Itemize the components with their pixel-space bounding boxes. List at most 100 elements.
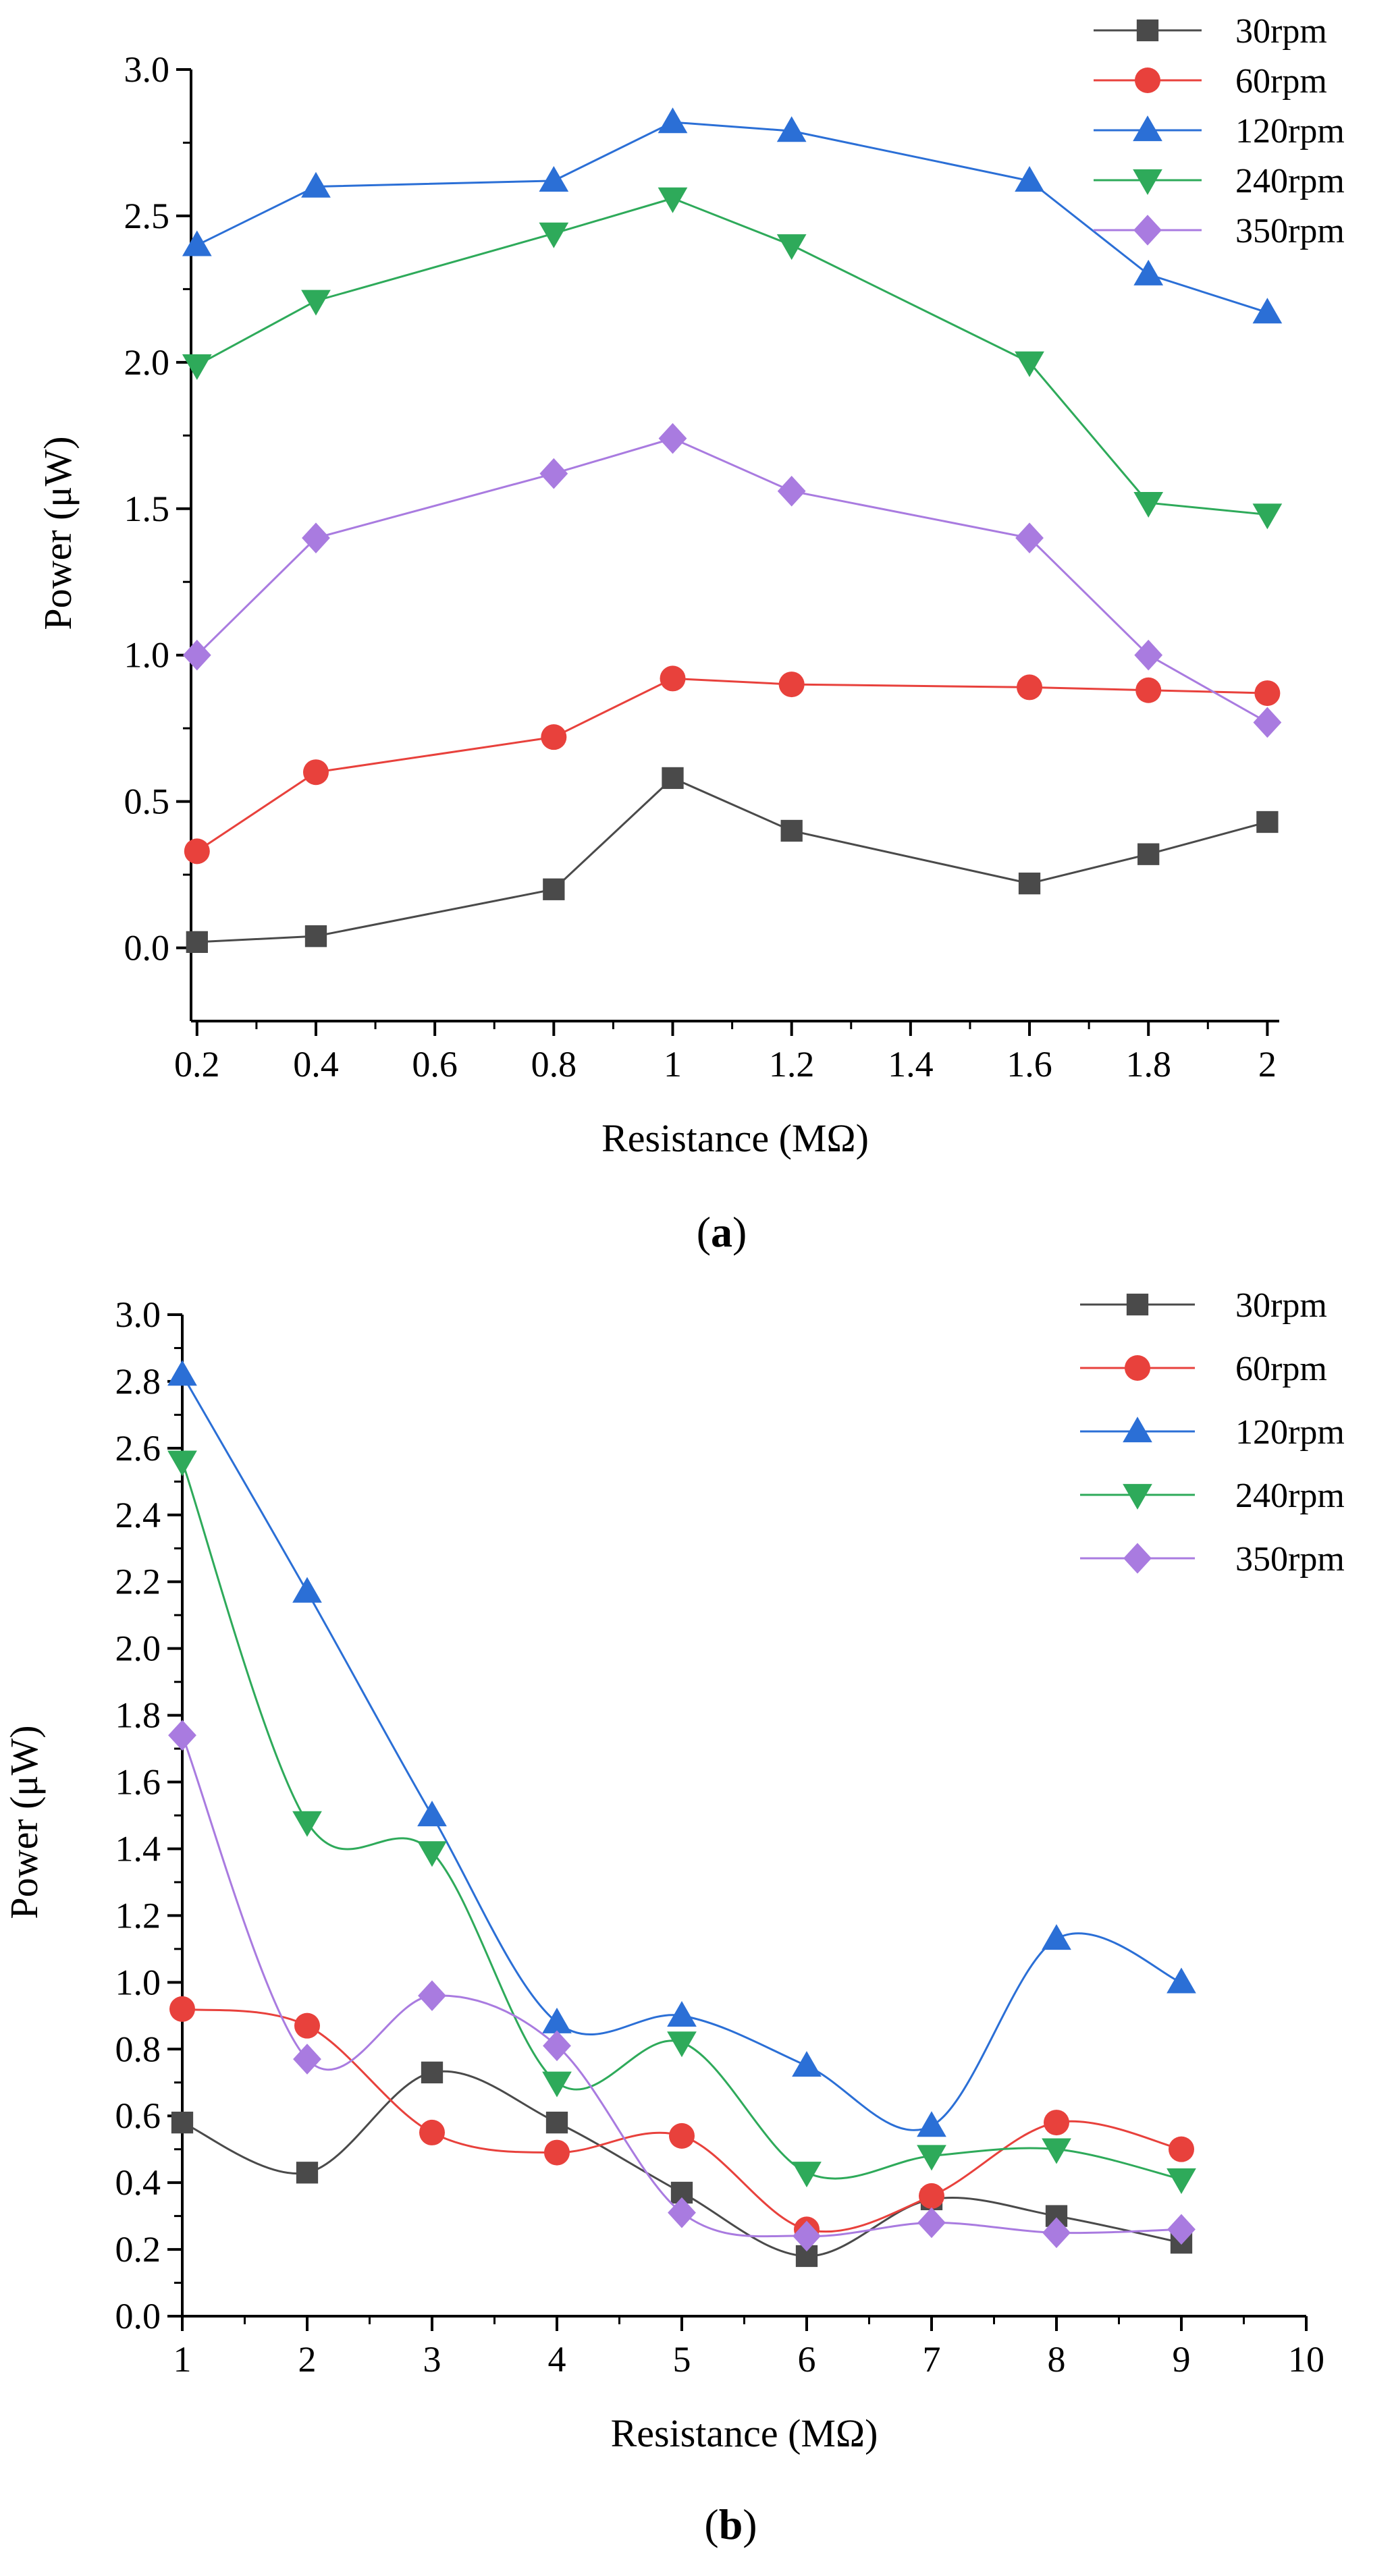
- legend-marker: [1125, 1355, 1150, 1381]
- x-axis-label: Resistance (MΩ): [611, 2411, 878, 2455]
- data-point: [541, 724, 567, 750]
- x-tick-label: 1: [173, 2339, 192, 2380]
- data-point: [302, 522, 330, 553]
- series-line: [196, 197, 1268, 516]
- series-30rpm: [171, 2061, 1193, 2268]
- series-line: [196, 777, 1268, 943]
- legend-marker: [1126, 1293, 1149, 1316]
- data-point: [169, 1996, 195, 2022]
- data-point: [1018, 872, 1041, 895]
- data-point: [1015, 166, 1044, 192]
- data-point: [1254, 680, 1281, 707]
- data-point: [776, 116, 807, 142]
- data-point: [167, 1450, 197, 1477]
- y-tick-label: 0.0: [115, 2296, 161, 2336]
- data-point: [301, 171, 331, 198]
- legend-marker: [1123, 1483, 1152, 1510]
- series-line: [196, 121, 1268, 314]
- x-tick-label: 1.8: [1125, 1044, 1171, 1085]
- series-120rpm: [167, 1360, 1196, 2137]
- x-tick-label: 0.8: [531, 1044, 577, 1085]
- y-tick-label: 2.2: [115, 1562, 161, 1602]
- y-tick-label: 1.8: [115, 1695, 161, 1736]
- y-tick-label: 1.5: [124, 489, 170, 529]
- data-point: [658, 422, 687, 454]
- y-tick-label: 0.8: [115, 2029, 161, 2069]
- y-tick-label: 2.0: [124, 342, 170, 383]
- series-240rpm: [182, 187, 1283, 530]
- x-tick-label: 2: [298, 2339, 317, 2380]
- data-point: [1133, 491, 1164, 518]
- data-point: [293, 2044, 321, 2075]
- data-point: [1134, 639, 1163, 671]
- x-tick-label: 0.2: [174, 1044, 220, 1085]
- data-point: [1042, 1924, 1071, 1950]
- data-point: [662, 767, 684, 790]
- x-tick-label: 6: [798, 2339, 816, 2380]
- data-point: [1015, 351, 1044, 377]
- data-point: [539, 166, 569, 192]
- legend-marker: [1123, 1417, 1152, 1443]
- legend-label: 240rpm: [1235, 1477, 1345, 1515]
- legend: 30rpm 60rpm 120rpm 240rpm 350rpm: [1080, 1286, 1345, 1579]
- y-tick-label: 0.0: [124, 928, 170, 968]
- legend-marker: [1133, 169, 1162, 195]
- series-line: [182, 2070, 1182, 2257]
- y-axis-label: Power (μW): [2, 1725, 46, 1919]
- data-point: [1017, 674, 1043, 701]
- series-350rpm: [168, 1720, 1196, 2252]
- legend-label: 60rpm: [1235, 1350, 1327, 1388]
- data-point: [793, 2220, 821, 2252]
- data-point: [1169, 2136, 1194, 2162]
- y-tick-label: 3.0: [115, 1294, 161, 1335]
- legend-label: 240rpm: [1235, 162, 1345, 200]
- legend-marker: [1123, 1543, 1152, 1574]
- data-point: [182, 230, 212, 256]
- data-point: [417, 1801, 447, 1827]
- data-point: [292, 1577, 322, 1603]
- data-point: [667, 2000, 697, 2027]
- data-point: [544, 2139, 570, 2166]
- data-point: [780, 819, 803, 842]
- data-point: [792, 2162, 822, 2188]
- legend-label: 30rpm: [1235, 12, 1327, 51]
- data-point: [1042, 2138, 1071, 2164]
- y-axis-label: Power (μW): [36, 436, 80, 630]
- figure-caption: (b): [704, 2500, 757, 2548]
- legend-label: 60rpm: [1235, 62, 1327, 101]
- data-point: [167, 1360, 197, 1386]
- legend-label: 120rpm: [1235, 112, 1345, 150]
- series-line: [181, 1374, 1182, 2131]
- data-point: [182, 354, 212, 381]
- data-point: [302, 759, 329, 786]
- data-point: [419, 2119, 445, 2145]
- y-tick-label: 0.6: [115, 2095, 161, 2136]
- series-120rpm: [182, 107, 1283, 324]
- series-350rpm: [182, 422, 1282, 738]
- x-tick-label: 8: [1048, 2339, 1066, 2380]
- y-tick-label: 2.8: [115, 1361, 161, 1402]
- x-tick-label: 7: [923, 2339, 941, 2380]
- data-point: [542, 2007, 572, 2033]
- x-tick-label: 3: [423, 2339, 441, 2380]
- series-line: [196, 677, 1268, 852]
- data-point: [668, 2197, 696, 2228]
- legend-label: 30rpm: [1235, 1286, 1327, 1325]
- legend-marker: [1133, 115, 1162, 142]
- data-point: [171, 2111, 194, 2134]
- x-tick-label: 1.6: [1007, 1044, 1052, 1085]
- data-point: [1137, 843, 1160, 865]
- x-tick-label: 2: [1258, 1044, 1277, 1085]
- data-point: [1015, 522, 1044, 553]
- data-point: [669, 2122, 695, 2149]
- data-point: [292, 1811, 322, 1837]
- data-point: [917, 2111, 946, 2137]
- series-line: [196, 437, 1268, 723]
- data-point: [778, 672, 805, 698]
- data-point: [1133, 259, 1164, 285]
- legend-marker: [1135, 67, 1160, 93]
- x-tick-label: 10: [1288, 2339, 1324, 2380]
- data-point: [658, 187, 688, 213]
- data-point: [301, 290, 331, 316]
